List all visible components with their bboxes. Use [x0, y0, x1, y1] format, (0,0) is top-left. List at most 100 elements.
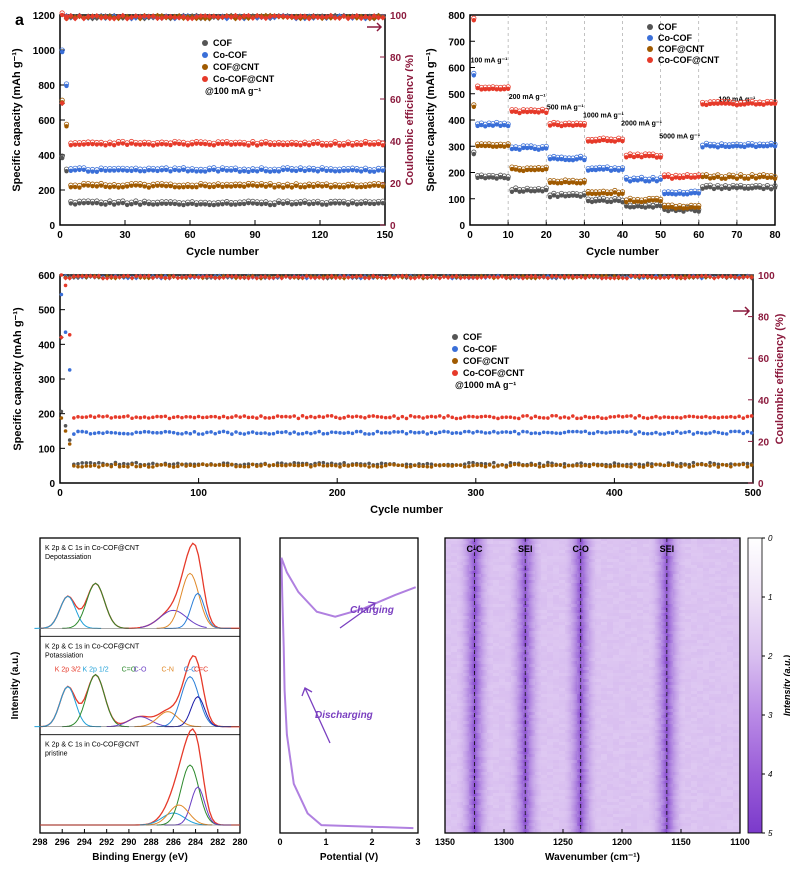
svg-text:Discharging: Discharging [315, 710, 373, 721]
svg-text:298: 298 [32, 837, 47, 847]
svg-text:400: 400 [38, 151, 55, 162]
svg-text:1: 1 [323, 837, 328, 847]
panel-xps: 298296294292290288286284282280Binding En… [5, 530, 250, 870]
svg-text:296: 296 [55, 837, 70, 847]
svg-text:Co-COF@CNT: Co-COF@CNT [658, 55, 720, 65]
svg-text:800: 800 [448, 11, 465, 22]
svg-text:Co-COF@CNT: Co-COF@CNT [463, 368, 525, 378]
svg-text:Cycle number: Cycle number [370, 504, 443, 516]
svg-text:100: 100 [190, 488, 207, 499]
svg-text:0: 0 [57, 488, 63, 499]
svg-text:300: 300 [467, 488, 484, 499]
svg-text:100: 100 [390, 11, 407, 22]
svg-text:pristine: pristine [45, 751, 68, 758]
svg-text:600: 600 [38, 116, 55, 127]
svg-text:Cycle number: Cycle number [586, 246, 659, 258]
svg-text:1000: 1000 [33, 46, 56, 57]
svg-text:COF@CNT: COF@CNT [658, 44, 705, 54]
svg-text:Specific capacity (mAh g⁻¹): Specific capacity (mAh g⁻¹) [12, 307, 24, 451]
svg-text:60: 60 [184, 230, 196, 241]
svg-text:2: 2 [369, 837, 374, 847]
svg-text:30: 30 [579, 230, 591, 241]
svg-text:0: 0 [49, 221, 55, 232]
panel-rate: 0102030405060708001002003004005006007008… [420, 5, 790, 260]
svg-text:Cycle number: Cycle number [186, 246, 259, 258]
chart-e-svg: 0123Potential (V)ChargingDischarging [258, 530, 428, 870]
svg-text:10: 10 [503, 230, 515, 241]
svg-text:0: 0 [277, 837, 282, 847]
svg-text:294: 294 [77, 837, 92, 847]
svg-text:K 2p 3/2: K 2p 3/2 [55, 667, 81, 674]
svg-text:90: 90 [249, 230, 261, 241]
svg-text:0: 0 [758, 479, 764, 490]
svg-text:2000 mA g⁻¹: 2000 mA g⁻¹ [621, 120, 662, 127]
svg-text:Binding Energy (eV): Binding Energy (eV) [92, 852, 188, 863]
svg-text:0: 0 [459, 221, 465, 232]
svg-text:400: 400 [448, 116, 465, 127]
svg-text:290: 290 [121, 837, 136, 847]
svg-text:COF: COF [658, 22, 678, 32]
svg-text:Coulombic efficiency (%): Coulombic efficiency (%) [404, 54, 413, 185]
svg-text:800: 800 [38, 81, 55, 92]
svg-text:COF: COF [463, 332, 483, 342]
svg-text:20: 20 [758, 437, 770, 448]
svg-text:60: 60 [693, 230, 705, 241]
svg-text:60: 60 [390, 95, 402, 106]
chart-f-svg: 135013001250120011501100Wavenumber (cm⁻¹… [435, 530, 790, 870]
svg-text:40: 40 [390, 137, 402, 148]
svg-text:1000 mA g⁻¹: 1000 mA g⁻¹ [583, 112, 624, 119]
svg-text:C-O: C-O [134, 667, 147, 674]
svg-text:30: 30 [119, 230, 131, 241]
svg-text:COF@CNT: COF@CNT [463, 356, 510, 366]
svg-text:500: 500 [448, 90, 465, 101]
svg-text:120: 120 [312, 230, 329, 241]
svg-text:500: 500 [38, 306, 55, 317]
svg-text:Co-COF: Co-COF [658, 33, 692, 43]
svg-text:0: 0 [57, 230, 63, 241]
svg-text:Intensity (a.u.): Intensity (a.u.) [10, 652, 21, 720]
svg-text:100: 100 [38, 444, 55, 455]
chart-a-svg: a030609012015002004006008001000120002040… [5, 5, 413, 260]
svg-text:200: 200 [38, 186, 55, 197]
svg-text:292: 292 [99, 837, 114, 847]
svg-text:200: 200 [38, 410, 55, 421]
svg-text:Co-COF: Co-COF [213, 50, 247, 60]
svg-text:0: 0 [390, 221, 396, 232]
svg-text:286: 286 [166, 837, 181, 847]
svg-text:a: a [15, 12, 24, 29]
svg-text:1200: 1200 [33, 11, 56, 22]
svg-text:200: 200 [329, 488, 346, 499]
svg-text:20: 20 [541, 230, 553, 241]
svg-text:K 2p & C 1s in Co-COF@CNT: K 2p & C 1s in Co-COF@CNT [45, 545, 140, 552]
svg-text:60: 60 [758, 354, 770, 365]
chart-b-svg: 0102030405060708001002003004005006007008… [420, 5, 790, 260]
svg-text:20: 20 [390, 179, 402, 190]
svg-text:300: 300 [448, 142, 465, 153]
svg-text:80: 80 [758, 313, 770, 324]
svg-text:Depotassiation: Depotassiation [45, 554, 91, 561]
chart-c-svg: 0100200300400500010020030040050060002040… [5, 265, 790, 520]
svg-text:Specific capacity (mAh g⁻¹): Specific capacity (mAh g⁻¹) [425, 48, 437, 192]
svg-text:100: 100 [758, 271, 775, 282]
svg-text:600: 600 [38, 271, 55, 282]
svg-text:Charging: Charging [350, 605, 394, 616]
svg-text:COF: COF [213, 38, 233, 48]
svg-text:100: 100 [448, 195, 465, 206]
svg-text:COF@CNT: COF@CNT [213, 62, 260, 72]
svg-text:40: 40 [617, 230, 629, 241]
svg-text:700: 700 [448, 37, 465, 48]
chart-d-svg: 298296294292290288286284282280Binding En… [5, 530, 250, 870]
panel-cycling-1000: 0100200300400500010020030040050060002040… [5, 265, 790, 520]
svg-text:Potassiation: Potassiation [45, 652, 83, 659]
panel-cycling-100: a030609012015002004006008001000120002040… [5, 5, 413, 260]
svg-text:K 2p 1/2: K 2p 1/2 [83, 667, 109, 674]
svg-text:0: 0 [49, 479, 55, 490]
svg-text:80: 80 [390, 53, 402, 64]
svg-text:600: 600 [448, 64, 465, 75]
svg-text:40: 40 [758, 396, 770, 407]
svg-text:Specific capacity (mAh g⁻¹): Specific capacity (mAh g⁻¹) [11, 48, 23, 192]
svg-text:Coulombic efficiency (%): Coulombic efficiency (%) [774, 313, 786, 444]
svg-text:3: 3 [415, 837, 420, 847]
svg-text:500 mA g⁻¹: 500 mA g⁻¹ [547, 105, 585, 112]
svg-text:5000 mA g⁻¹: 5000 mA g⁻¹ [659, 133, 700, 140]
